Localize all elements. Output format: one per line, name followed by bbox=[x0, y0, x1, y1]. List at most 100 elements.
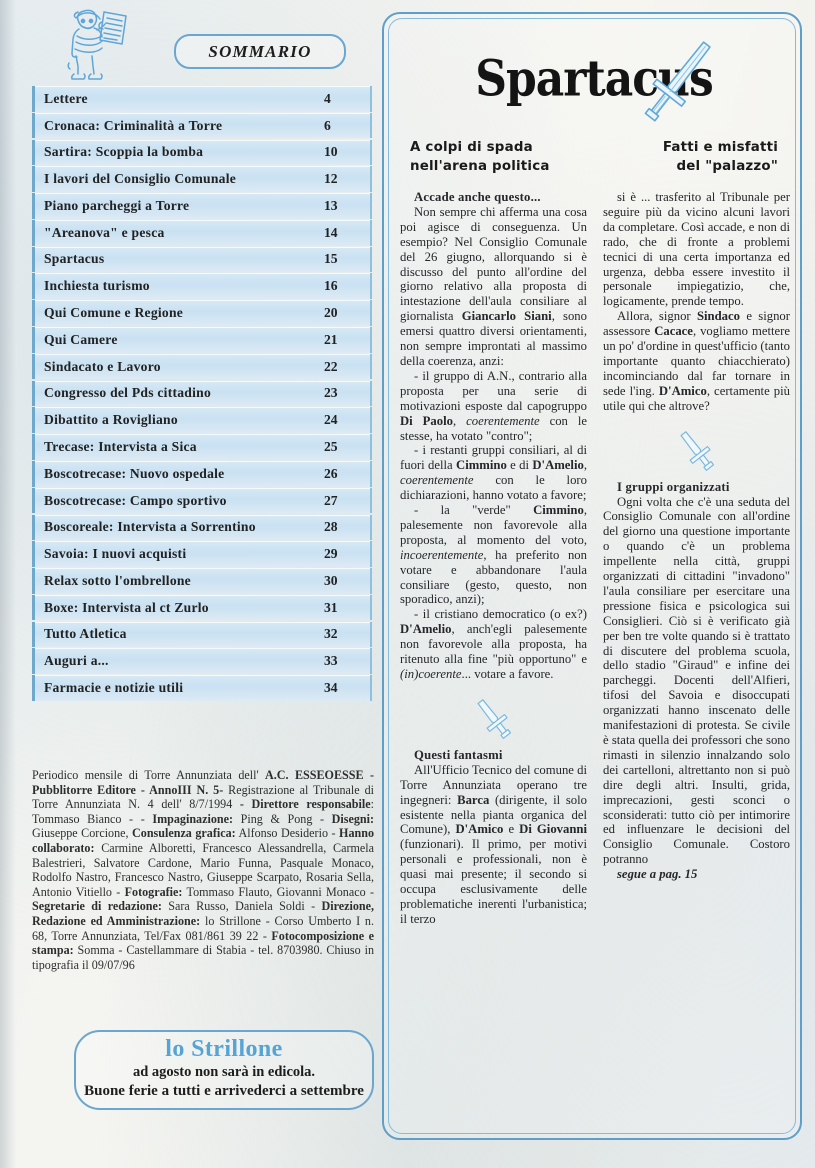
toc-title: Savoia: I nuovi acquisti bbox=[44, 546, 187, 562]
toc-row[interactable]: Boscotrecase: Campo sportivo 27 bbox=[32, 487, 372, 514]
toc-title: Sindacato e Lavoro bbox=[44, 358, 161, 374]
sommario-header: SOMMARIO bbox=[174, 34, 346, 69]
toc-title: Boxe: Intervista al ct Zurlo bbox=[44, 599, 209, 615]
sommario-label: SOMMARIO bbox=[208, 41, 312, 61]
toc-title: Spartacus bbox=[44, 251, 105, 267]
toc-row[interactable]: Qui Comune e Regione 20 bbox=[32, 300, 372, 326]
sword-divider-icon bbox=[679, 430, 714, 471]
toc-page-number: 33 bbox=[324, 653, 338, 669]
article-paragraph: All'Ufficio Tecnico del comune di Torre … bbox=[400, 762, 587, 926]
article-column-right: si è ... trasferito al Tribunale per seg… bbox=[603, 190, 790, 1130]
toc-title: Tutto Atletica bbox=[44, 626, 127, 642]
article-paragraph: - i restanti gruppi consiliari, al di fu… bbox=[400, 443, 587, 503]
article-paragraph: - il gruppo di A.N., contrario alla prop… bbox=[400, 368, 588, 443]
toc-title: Trecase: Intervista a Sica bbox=[44, 438, 197, 454]
toc-row[interactable]: Cronaca: Criminalità a Torre 6 bbox=[32, 112, 372, 139]
newsboy-mascot-icon bbox=[67, 9, 127, 80]
toc-title: Piano parcheggi a Torre bbox=[44, 197, 190, 213]
toc-title: Auguri a... bbox=[44, 653, 109, 669]
toc-title: Cronaca: Criminalità a Torre bbox=[44, 117, 223, 133]
toc-page-number: 26 bbox=[324, 465, 338, 481]
toc-title: Boscotrecase: Campo sportivo bbox=[44, 492, 227, 508]
toc-row[interactable]: Piano parcheggi a Torre 13 bbox=[32, 193, 372, 219]
toc-row[interactable]: Qui Camere 21 bbox=[32, 327, 372, 353]
spartacus-masthead: Spartacus bbox=[384, 41, 804, 122]
colophon-text: Periodico mensile di Torre Annunziata de… bbox=[32, 768, 374, 972]
spartacus-title: Spartacus bbox=[475, 50, 714, 109]
toc-row[interactable]: Relax sotto l'ombrellone 30 bbox=[32, 568, 372, 594]
article-paragraph: Allora, signor Sindaco e signor assessor… bbox=[603, 309, 790, 413]
kicker-right: Fatti e misfatti del "palazzo" bbox=[662, 140, 778, 174]
toc-title: Inchiesta turismo bbox=[44, 278, 150, 294]
article-paragraph: - la "verde" Cimmino, palesemente non fa… bbox=[400, 503, 587, 607]
article-column-left: Accade anche questo... Non sempre chi aff… bbox=[400, 190, 587, 1130]
spartacus-panel: Spartacus A colpi di spada nell'arena pol… bbox=[382, 12, 802, 1140]
toc-title: Dibattito a Rovigliano bbox=[44, 412, 178, 428]
toc-row[interactable]: Farmacie e notizie utili 34 bbox=[32, 675, 372, 701]
table-of-contents: Lettere 4 Cronaca: Criminalità a Torre 6 Sar… bbox=[32, 86, 372, 702]
toc-row[interactable]: Boxe: Intervista al ct Zurlo 31 bbox=[32, 594, 372, 621]
article-paragraph: Ogni volta che c'è una seduta del Consig… bbox=[603, 494, 790, 867]
toc-row[interactable]: Spartacus 15 bbox=[32, 246, 372, 273]
strillone-line2: Buone ferie a tutti e arrivederci a sett… bbox=[84, 1083, 364, 1099]
section-subheading: Accade anche questo... bbox=[414, 190, 541, 204]
article-paragraph: si è ... trasferito al Tribunale per seg… bbox=[603, 190, 790, 309]
toc-title: Farmacie e notizie utili bbox=[44, 679, 184, 695]
left-column: SOMMARIO Lettere 4 Cronaca: Criminalità a … bbox=[22, 0, 374, 1168]
toc-title: I lavori del Consiglio Comunale bbox=[44, 171, 237, 187]
toc-title: Sartira: Scoppia la bomba bbox=[44, 144, 204, 160]
toc-page-number: 28 bbox=[324, 519, 338, 535]
sword-divider-icon bbox=[476, 699, 511, 739]
toc-page-number: 21 bbox=[324, 331, 338, 347]
toc-title: Congresso del Pds cittadino bbox=[44, 385, 211, 401]
toc-page-number: 24 bbox=[324, 412, 338, 428]
toc-row[interactable]: Boscoreale: Intervista a Sorrentino 28 bbox=[32, 514, 372, 541]
strillone-line1: ad agosto non sarà in edicola. bbox=[132, 1064, 316, 1080]
toc-page-number: 34 bbox=[324, 679, 338, 695]
toc-page-number: 29 bbox=[324, 546, 338, 562]
article-columns: Accade anche questo... Non sempre chi aff… bbox=[400, 190, 790, 1130]
toc-row[interactable]: Congresso del Pds cittadino 23 bbox=[32, 380, 372, 407]
toc-title: "Areanova" e pesca bbox=[44, 224, 165, 240]
toc-page-number: 4 bbox=[324, 90, 331, 106]
toc-row[interactable]: Dibattito a Rovigliano 24 bbox=[32, 407, 372, 433]
toc-title: Lettere bbox=[44, 90, 88, 106]
toc-page-number: 23 bbox=[324, 385, 338, 401]
toc-page-number: 10 bbox=[324, 144, 338, 160]
strillone-title: lo Strillone bbox=[165, 1036, 283, 1062]
toc-title: Relax sotto l'ombrellone bbox=[44, 572, 191, 588]
article-paragraph: - il cristiano democratico (o ex?) D'Ame… bbox=[400, 607, 587, 681]
continuation-note: segue a pag. 15 bbox=[617, 867, 698, 882]
kicker-left: A colpi di spada nell'arena politica bbox=[410, 140, 550, 174]
toc-page-number: 16 bbox=[324, 278, 338, 294]
toc-row[interactable]: Sartira: Scoppia la bomba 10 bbox=[32, 139, 372, 166]
toc-row[interactable]: "Areanova" e pesca 14 bbox=[32, 219, 372, 246]
toc-title: Boscoreale: Intervista a Sorrentino bbox=[44, 519, 256, 535]
toc-title: Qui Camere bbox=[44, 331, 118, 347]
toc-page-number: 31 bbox=[324, 599, 338, 615]
toc-page-number: 30 bbox=[324, 572, 338, 588]
toc-page-number: 15 bbox=[324, 251, 338, 267]
section-subheading: Questi fantasmi bbox=[414, 747, 503, 762]
toc-row[interactable]: Inchiesta turismo 16 bbox=[32, 273, 372, 300]
toc-title: Boscotrecase: Nuovo ospedale bbox=[44, 465, 225, 481]
toc-page-number: 14 bbox=[324, 224, 338, 240]
article-paragraph: Non sempre chi afferma una cosa poi agis… bbox=[400, 204, 587, 368]
toc-row[interactable]: Lettere 4 bbox=[32, 86, 372, 112]
toc-title: Qui Comune e Regione bbox=[44, 305, 184, 321]
toc-page-number: 22 bbox=[324, 358, 338, 374]
toc-page-number: 27 bbox=[324, 492, 338, 508]
toc-page-number: 32 bbox=[324, 626, 338, 642]
toc-page-number: 6 bbox=[324, 117, 331, 133]
section-subheading: I gruppi organizzati bbox=[617, 479, 730, 494]
toc-row[interactable]: I lavori del Consiglio Comunale 12 bbox=[32, 166, 372, 192]
toc-row[interactable]: Tutto Atletica 32 bbox=[32, 621, 372, 648]
toc-row[interactable]: Trecase: Intervista a Sica 25 bbox=[32, 434, 372, 460]
toc-row[interactable]: Savoia: I nuovi acquisti 29 bbox=[32, 541, 372, 567]
toc-page-number: 20 bbox=[324, 305, 338, 321]
toc-row[interactable]: Boscotrecase: Nuovo ospedale 26 bbox=[32, 460, 372, 487]
toc-page-number: 25 bbox=[324, 438, 338, 454]
toc-row[interactable]: Sindacato e Lavoro 22 bbox=[32, 353, 372, 380]
toc-row[interactable]: Auguri a... 33 bbox=[32, 648, 372, 674]
strillone-notice-box: lo Strillone ad agosto non sarà in edico… bbox=[74, 1030, 374, 1110]
